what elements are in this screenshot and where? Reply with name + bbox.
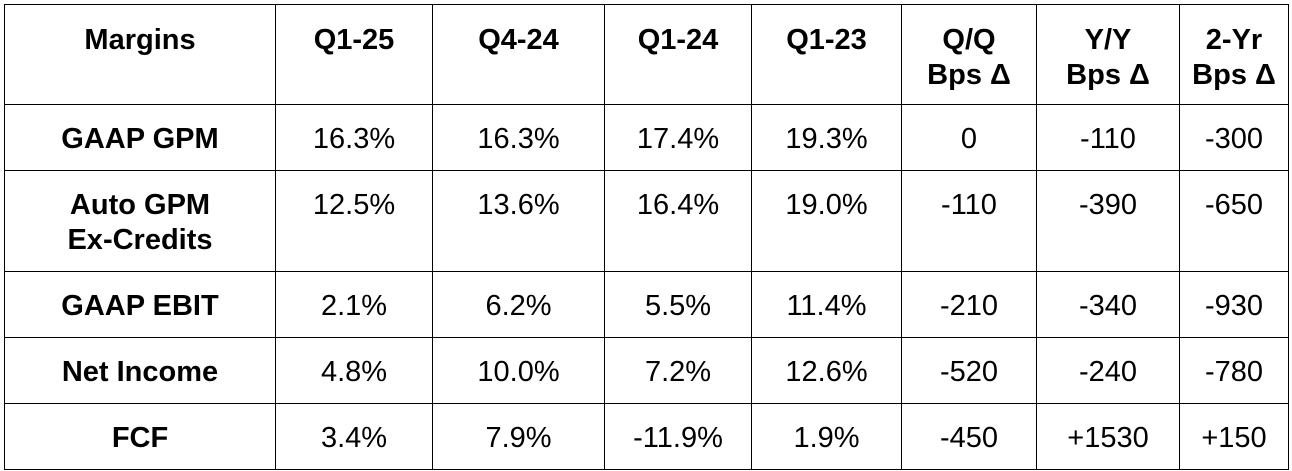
table-cell: -450 <box>901 403 1037 470</box>
table-row: GAAP EBIT 2.1% 6.2% 5.5% 11.4% -210 -340… <box>4 271 1289 338</box>
table-row: FCF 3.4% 7.9% -11.9% 1.9% -450 +1530 +15… <box>4 403 1289 470</box>
row-label: GAAP GPM <box>4 104 276 171</box>
table-cell: -650 <box>1179 170 1289 272</box>
table-cell: -110 <box>1036 104 1180 171</box>
table-cell: 7.9% <box>432 403 605 470</box>
table-cell: +150 <box>1179 403 1289 470</box>
table-cell: 16.3% <box>432 104 605 171</box>
header-row: Margins Q1-25 Q4-24 Q1-24 Q1-23 Q/Q Bps … <box>4 4 1289 105</box>
row-label: Net Income <box>4 337 276 404</box>
table-cell: -520 <box>901 337 1037 404</box>
table-cell: 16.4% <box>604 170 752 272</box>
table-cell: 3.4% <box>275 403 433 470</box>
table-cell: 2.1% <box>275 271 433 338</box>
table-cell: 1.9% <box>751 403 902 470</box>
column-header: Q/Q Bps Δ <box>901 4 1037 105</box>
column-header: Q4-24 <box>432 4 605 105</box>
table-cell: 13.6% <box>432 170 605 272</box>
column-header: Y/Y Bps Δ <box>1036 4 1180 105</box>
margins-table: Margins Q1-25 Q4-24 Q1-24 Q1-23 Q/Q Bps … <box>4 4 1289 470</box>
column-header: Q1-23 <box>751 4 902 105</box>
row-label: GAAP EBIT <box>4 271 276 338</box>
table-cell: 5.5% <box>604 271 752 338</box>
table-cell: -240 <box>1036 337 1180 404</box>
table-cell: -210 <box>901 271 1037 338</box>
table-cell: -390 <box>1036 170 1180 272</box>
table-cell: 12.5% <box>275 170 433 272</box>
table-cell: 17.4% <box>604 104 752 171</box>
table-cell: -110 <box>901 170 1037 272</box>
column-header: Margins <box>4 4 276 105</box>
column-header: Q1-25 <box>275 4 433 105</box>
table-cell: 19.3% <box>751 104 902 171</box>
table-cell: 19.0% <box>751 170 902 272</box>
table-cell: -11.9% <box>604 403 752 470</box>
table-cell: 16.3% <box>275 104 433 171</box>
column-header: Q1-24 <box>604 4 752 105</box>
table-cell: 4.8% <box>275 337 433 404</box>
table-cell: 7.2% <box>604 337 752 404</box>
table-cell: -930 <box>1179 271 1289 338</box>
row-label: FCF <box>4 403 276 470</box>
table-cell: 6.2% <box>432 271 605 338</box>
table-cell: -300 <box>1179 104 1289 171</box>
table-row: Net Income 4.8% 10.0% 7.2% 12.6% -520 -2… <box>4 337 1289 404</box>
table-row: Auto GPM Ex-Credits 12.5% 13.6% 16.4% 19… <box>4 170 1289 272</box>
table-row: GAAP GPM 16.3% 16.3% 17.4% 19.3% 0 -110 … <box>4 104 1289 171</box>
row-label: Auto GPM Ex-Credits <box>4 170 276 272</box>
table-cell: 12.6% <box>751 337 902 404</box>
table-cell: 11.4% <box>751 271 902 338</box>
table-cell: 0 <box>901 104 1037 171</box>
table-cell: 10.0% <box>432 337 605 404</box>
table-cell: +1530 <box>1036 403 1180 470</box>
table-cell: -780 <box>1179 337 1289 404</box>
column-header: 2-Yr Bps Δ <box>1179 4 1289 105</box>
table-cell: -340 <box>1036 271 1180 338</box>
